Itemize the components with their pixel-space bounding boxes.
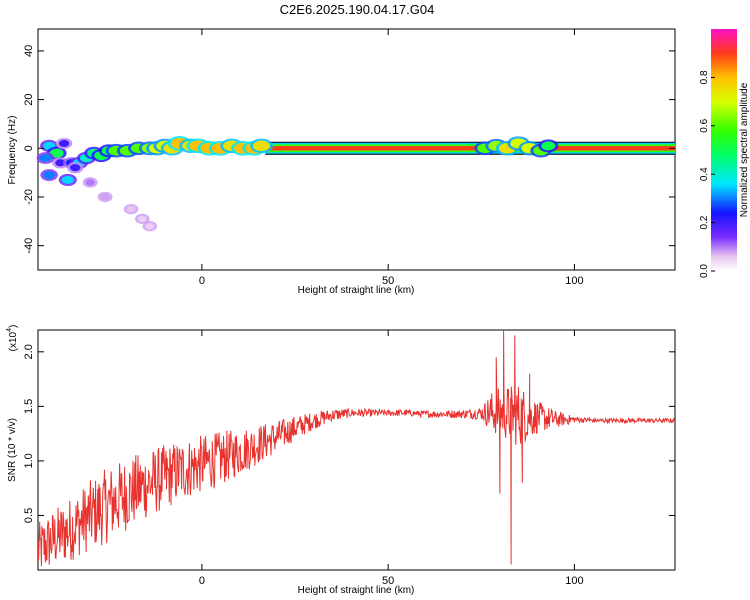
spectrogram-xtick-label: 0 bbox=[199, 275, 205, 287]
spectrogram-axes: 0 50 100 -40 -20 0 20 40 bbox=[23, 29, 675, 287]
spectrogram-panel: 0 50 100 -40 -20 0 20 40 Frequency (Hz) Height … bbox=[7, 28, 676, 296]
snr-multiplier-base: (x10 bbox=[8, 331, 19, 351]
spectrogram-blob bbox=[145, 223, 155, 230]
spectrogram-blob bbox=[126, 205, 136, 213]
spectrogram-blob bbox=[85, 179, 95, 186]
spectrogram-blob bbox=[138, 215, 147, 223]
snr-panel: 0 50 100 0.5 1.0 1.5 2.0 SNR (10 * v/v) (x104)… bbox=[6, 325, 676, 596]
snr-ytick-label: 1.0 bbox=[23, 453, 35, 468]
colorbar-tick-label: 0.6 bbox=[699, 118, 710, 132]
spectrogram-blob bbox=[61, 175, 74, 184]
snr-multiplier-close: ) bbox=[8, 325, 19, 328]
snr-ytick-label: 0.5 bbox=[23, 508, 35, 523]
spectrogram-ylabel: Frequency (Hz) bbox=[7, 116, 18, 185]
colorbar-tick-label: 0.8 bbox=[699, 70, 710, 84]
figure-title: C2E6.2025.190.04.17.G04 bbox=[280, 2, 435, 17]
spectrogram-xlabel: Height of straight line (km) bbox=[298, 285, 415, 296]
colorbar-tick-label: 0.4 bbox=[699, 167, 710, 181]
spectrogram-blob bbox=[253, 140, 271, 152]
snr-frame bbox=[37, 329, 676, 571]
snr-axes: 0 50 100 0.5 1.0 1.5 2.0 bbox=[23, 330, 675, 587]
spectrogram-ytick-label: 40 bbox=[23, 45, 35, 57]
snr-xtick-label: 100 bbox=[565, 575, 583, 587]
snr-xtick-label: 0 bbox=[199, 575, 205, 587]
colorbar: 0.0 0.2 0.4 0.6 0.8 Normalized spectral ampl… bbox=[699, 29, 750, 278]
snr-ylabel: SNR (10 * v/v) bbox=[7, 418, 18, 482]
spectrogram-blob bbox=[43, 171, 55, 179]
carrier-line-band-2 bbox=[265, 146, 675, 151]
snr-ytick-label: 1.5 bbox=[23, 399, 35, 414]
snr-xlabel: Height of straight line (km) bbox=[298, 585, 415, 596]
spectrogram-blob bbox=[100, 193, 110, 201]
spectrogram-xtick-label: 100 bbox=[565, 275, 583, 287]
snr-series-line bbox=[38, 330, 675, 567]
spectrogram-blob bbox=[55, 159, 66, 167]
snr-ytick-label: 2.0 bbox=[23, 344, 35, 359]
spectrogram-ytick-label: 0 bbox=[23, 145, 35, 151]
snr-xtick-label: 50 bbox=[382, 575, 394, 587]
colorbar-scale bbox=[711, 29, 737, 271]
spectrogram-ytick-label: -40 bbox=[23, 238, 35, 254]
spectrogram-blob bbox=[70, 164, 81, 172]
spectrogram-content bbox=[36, 136, 675, 232]
spectrogram-ytick-label: 20 bbox=[23, 93, 35, 105]
snr-content bbox=[38, 330, 675, 567]
spectrogram-ytick-label: -20 bbox=[23, 189, 35, 205]
colorbar-tick-label: 0.2 bbox=[699, 215, 710, 229]
spectrogram-blob bbox=[541, 141, 556, 151]
spectrogram-xtick-label: 50 bbox=[382, 275, 394, 287]
spectrogram-blob bbox=[58, 139, 70, 148]
colorbar-tick-label: 0.0 bbox=[699, 264, 710, 278]
spectrogram-blob bbox=[39, 154, 52, 162]
snr-multiplier: (x104) bbox=[6, 325, 19, 352]
snr-multiplier-exponent: 4 bbox=[6, 328, 13, 332]
colorbar-ticks: 0.0 0.2 0.4 0.6 0.8 bbox=[699, 70, 715, 278]
colorbar-label: Normalized spectral amplitude bbox=[739, 82, 750, 217]
